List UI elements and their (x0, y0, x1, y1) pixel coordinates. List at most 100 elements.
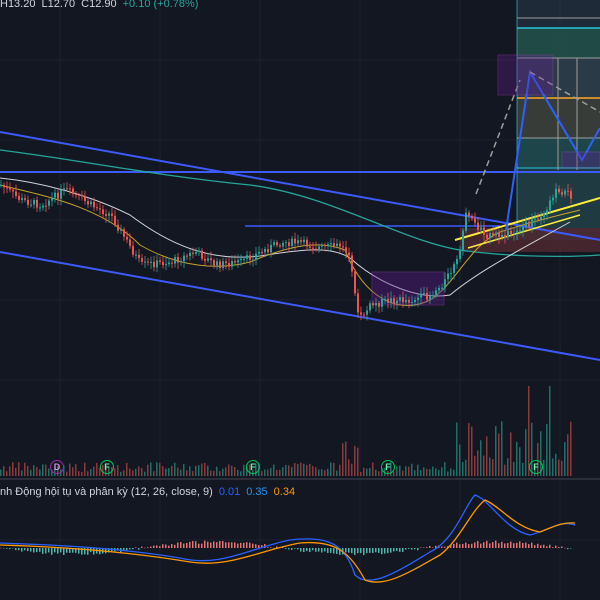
candle-body (459, 250, 461, 259)
macd-histogram-bar (567, 548, 569, 550)
volume-bar (447, 471, 449, 476)
macd-histogram-bar (552, 547, 554, 548)
candle-body (363, 314, 365, 316)
candle-body (504, 234, 506, 238)
candle-body (264, 249, 266, 253)
projection-path[interactable] (475, 54, 600, 231)
volume-bar (135, 468, 137, 476)
candle-body (210, 258, 212, 261)
macd-histogram-bar (408, 548, 410, 549)
candle-body (12, 189, 14, 192)
volume-bar (267, 469, 269, 476)
macd-histogram-bar (387, 548, 389, 554)
candle-body (18, 195, 20, 200)
macd-histogram-bar (276, 546, 278, 548)
volume-bar (405, 466, 407, 476)
volume-bar (261, 471, 263, 476)
candle-body (153, 261, 155, 268)
candle-body (321, 245, 323, 247)
macd-histogram-bar (318, 548, 320, 552)
volume-bar (432, 466, 434, 476)
volume-bar (462, 461, 464, 476)
volume-bar (411, 463, 413, 476)
candle-body (174, 257, 176, 264)
macd-histogram-bar (234, 542, 236, 548)
candle-body (234, 261, 236, 263)
macd-histogram-bar (294, 548, 296, 549)
volume-bar (240, 471, 242, 476)
macd-histogram-bar (87, 548, 89, 555)
volume-bar (69, 463, 71, 476)
volume-bar (210, 470, 212, 476)
candle-body (84, 196, 86, 202)
volume-bar (516, 441, 518, 476)
candle-body (318, 246, 320, 250)
macd-histogram-bar (444, 546, 446, 548)
macd-histogram-bar (471, 543, 473, 548)
volume-bar (393, 471, 395, 476)
candle-body (30, 204, 32, 206)
volume-bar (159, 462, 161, 476)
financial-event-icon[interactable]: F (100, 460, 114, 474)
candle-body (555, 188, 557, 198)
volume-bar (486, 436, 488, 476)
candle-body (60, 190, 62, 199)
volume-bar (288, 465, 290, 476)
dividend-event-icon[interactable]: D (50, 460, 64, 474)
macd-histogram-bar (453, 543, 455, 548)
candle-body (468, 212, 470, 217)
macd-histogram-bar (36, 548, 38, 553)
trend-channel[interactable] (0, 131, 600, 361)
candle-body (357, 293, 359, 313)
volume-bar (162, 466, 164, 476)
candle-body (486, 234, 488, 239)
volume-bar (99, 467, 101, 476)
macd-histogram-bar (546, 546, 548, 548)
volume-bar (423, 467, 425, 476)
candle-body (396, 300, 398, 304)
candle-body (408, 300, 410, 303)
candle-body (33, 199, 35, 205)
volume-bar (549, 386, 551, 476)
volume-bar (183, 463, 185, 476)
macd-histogram-bar (204, 540, 206, 548)
candle-body (303, 239, 305, 243)
candle-body (495, 232, 497, 236)
volume-bar (219, 471, 221, 476)
macd-histogram-bar (450, 544, 452, 548)
volume-bar (279, 469, 281, 476)
candle-body (69, 188, 71, 190)
macd-histogram-bar (57, 548, 59, 554)
volume-bar (324, 470, 326, 476)
financial-event-icon[interactable]: F (246, 460, 260, 474)
candle-body (189, 252, 191, 256)
macd-histogram-bar (81, 548, 83, 555)
volume-bar (444, 462, 446, 476)
fib-projection[interactable] (460, 0, 600, 252)
volume-bar (216, 466, 218, 476)
candle-body (438, 287, 440, 291)
macd-histogram-bar (126, 548, 128, 551)
macd-histogram-bar (315, 548, 317, 552)
volume-bar (342, 443, 344, 476)
candlesticks[interactable] (0, 180, 572, 321)
macd-histogram-bar (183, 543, 185, 548)
candle-body (570, 191, 572, 199)
volume-bar (375, 469, 377, 476)
macd-histogram-bar (273, 547, 275, 549)
candle-body (3, 184, 5, 188)
macd-histogram-bar (366, 548, 368, 554)
volume-bar (201, 463, 203, 476)
macd-legend[interactable]: nh Động hội tụ và phân kỳ (12, 26, close… (0, 486, 295, 498)
volume-bar (36, 467, 38, 476)
volume-bar (282, 467, 284, 476)
financial-event-icon[interactable]: F (381, 460, 395, 474)
financial-event-icon[interactable]: F (529, 460, 543, 474)
macd-histogram-bar (243, 542, 245, 548)
candle-body (123, 229, 125, 237)
macd-histogram-bar (303, 548, 305, 553)
macd-histogram-bar (213, 541, 215, 548)
volume-bar (264, 469, 266, 476)
